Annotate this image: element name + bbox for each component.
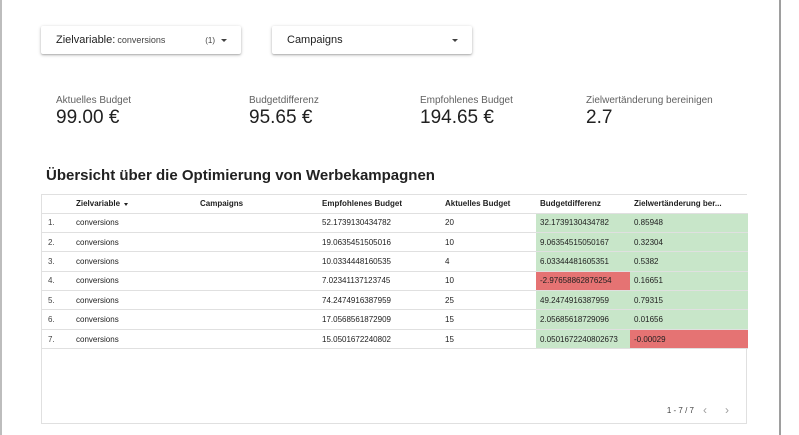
col-header-target-label: Zielvariable (76, 199, 121, 209)
dropdown-caret-icon (452, 38, 458, 42)
cell-diff: 9.06354515050167 (536, 232, 630, 253)
cell-target: conversions (72, 251, 196, 272)
cell-recommended: 19.0635451505016 (318, 232, 441, 253)
kpi-target-change: Zielwertänderung bereinigen 2.7 (586, 95, 713, 129)
target-filter-label: Zielvariable: (56, 34, 116, 46)
table-row[interactable]: 5. conversions 74.2474916387959 25 49.247491… (42, 290, 748, 311)
table-header-row: Zielvariable Campaigns Empfohlenes Budge… (42, 195, 748, 214)
table-row[interactable]: 6. conversions 17.0568561872909 15 2.0568561… (42, 309, 748, 330)
cell-current: 15 (441, 309, 536, 330)
cell-index: 4. (42, 271, 72, 292)
cell-diff: 0.0501672240802673 (536, 329, 630, 350)
cell-target: conversions (72, 329, 196, 350)
col-header-target[interactable]: Zielvariable (72, 195, 196, 214)
kpi-current-budget: Aktuelles Budget 99.00 € (56, 95, 131, 129)
cell-index: 1. (42, 213, 72, 233)
cell-target: conversions (72, 213, 196, 233)
table-row[interactable]: 4. conversions 7.02341137123745 10 -2.976588… (42, 271, 748, 292)
kpi-value: 95.65 € (249, 107, 313, 128)
cell-campaign (196, 271, 318, 292)
table-row[interactable]: 1. conversions 52.1739130434782 20 32.173913… (42, 213, 748, 233)
cell-campaign (196, 232, 318, 253)
table-row[interactable]: 7. conversions 15.0501672240802 15 0.0501672… (42, 329, 748, 350)
cell-recommended: 10.0334448160535 (318, 251, 441, 272)
col-header-diff[interactable]: Budgetdifferenz (536, 195, 630, 214)
col-header-campaigns[interactable]: Campaigns (196, 195, 318, 214)
cell-current: 10 (441, 271, 536, 292)
cell-campaign (196, 309, 318, 330)
chevron-right-icon[interactable]: › (725, 403, 729, 417)
campaigns-filter[interactable]: Campaigns (272, 26, 472, 54)
cell-change: 0.85948 (630, 213, 748, 233)
table-row[interactable]: 2. conversions 19.0635451505016 10 9.0635451… (42, 232, 748, 253)
cell-diff: 2.05685618729096 (536, 309, 630, 330)
kpi-label: Empfohlenes Budget (420, 95, 513, 106)
kpi-value: 99.00 € (56, 107, 120, 128)
cell-campaign (196, 290, 318, 311)
cell-change: 0.01656 (630, 309, 748, 330)
cell-change: 0.79315 (630, 290, 748, 311)
target-variable-filter[interactable]: Zielvariable: conversions (1) (41, 26, 241, 54)
cell-change: 0.5382 (630, 251, 748, 272)
target-filter-value: conversions (117, 35, 166, 45)
cell-diff: 49.2474916387959 (536, 290, 630, 311)
cell-target: conversions (72, 271, 196, 292)
cell-current: 25 (441, 290, 536, 311)
cell-change: 0.16651 (630, 271, 748, 292)
cell-index: 5. (42, 290, 72, 311)
cell-diff: -2.97658862876254 (536, 271, 630, 292)
table-title: Übersicht über die Optimierung von Werbe… (46, 167, 435, 184)
campaigns-filter-label: Campaigns (287, 34, 343, 46)
cell-change: -0.00029 (630, 329, 748, 350)
kpi-value: 194.65 € (420, 107, 494, 128)
cell-recommended: 74.2474916387959 (318, 290, 441, 311)
cell-recommended: 52.1739130434782 (318, 213, 441, 233)
left-border (0, 0, 2, 435)
cell-recommended: 7.02341137123745 (318, 271, 441, 292)
cell-index: 7. (42, 329, 72, 350)
kpi-value: 2.7 (586, 107, 613, 128)
cell-diff: 32.1739130434782 (536, 213, 630, 233)
cell-campaign (196, 213, 318, 233)
cell-current: 10 (441, 232, 536, 253)
cell-target: conversions (72, 290, 196, 311)
cell-campaign (196, 329, 318, 350)
cell-diff: 6.03344481605351 (536, 251, 630, 272)
col-header-change[interactable]: Zielwertänderung ber... (630, 195, 748, 214)
cell-recommended: 15.0501672240802 (318, 329, 441, 350)
kpi-label: Zielwertänderung bereinigen (586, 95, 713, 106)
cell-index: 2. (42, 232, 72, 253)
target-filter-count: (1) (205, 35, 215, 45)
cell-target: conversions (72, 232, 196, 253)
pagination: 1 - 7 / 7 ‹ › (667, 403, 738, 417)
col-header-current[interactable]: Aktuelles Budget (441, 195, 536, 214)
right-scrollbar-edge (779, 0, 781, 435)
cell-campaign (196, 251, 318, 272)
cell-target: conversions (72, 309, 196, 330)
cell-current: 4 (441, 251, 536, 272)
kpi-label: Budgetdifferenz (249, 95, 319, 106)
cell-recommended: 17.0568561872909 (318, 309, 441, 330)
col-header-recommended[interactable]: Empfohlenes Budget (318, 195, 441, 214)
kpi-budget-difference: Budgetdifferenz 95.65 € (249, 95, 319, 129)
cell-index: 6. (42, 309, 72, 330)
cell-current: 15 (441, 329, 536, 350)
col-header-index (42, 195, 72, 214)
cell-current: 20 (441, 213, 536, 233)
kpi-recommended-budget: Empfohlenes Budget 194.65 € (420, 95, 513, 129)
cell-change: 0.32304 (630, 232, 748, 253)
table-row[interactable]: 3. conversions 10.0334448160535 4 6.03344481… (42, 251, 748, 272)
dropdown-caret-icon (221, 38, 227, 42)
kpi-label: Aktuelles Budget (56, 95, 132, 106)
cell-index: 3. (42, 251, 72, 272)
pagination-range: 1 - 7 / 7 (666, 405, 694, 415)
chevron-left-icon[interactable]: ‹ (703, 403, 707, 417)
optimization-table: Zielvariable Campaigns Empfohlenes Budge… (41, 194, 748, 424)
sort-desc-icon (124, 202, 129, 206)
